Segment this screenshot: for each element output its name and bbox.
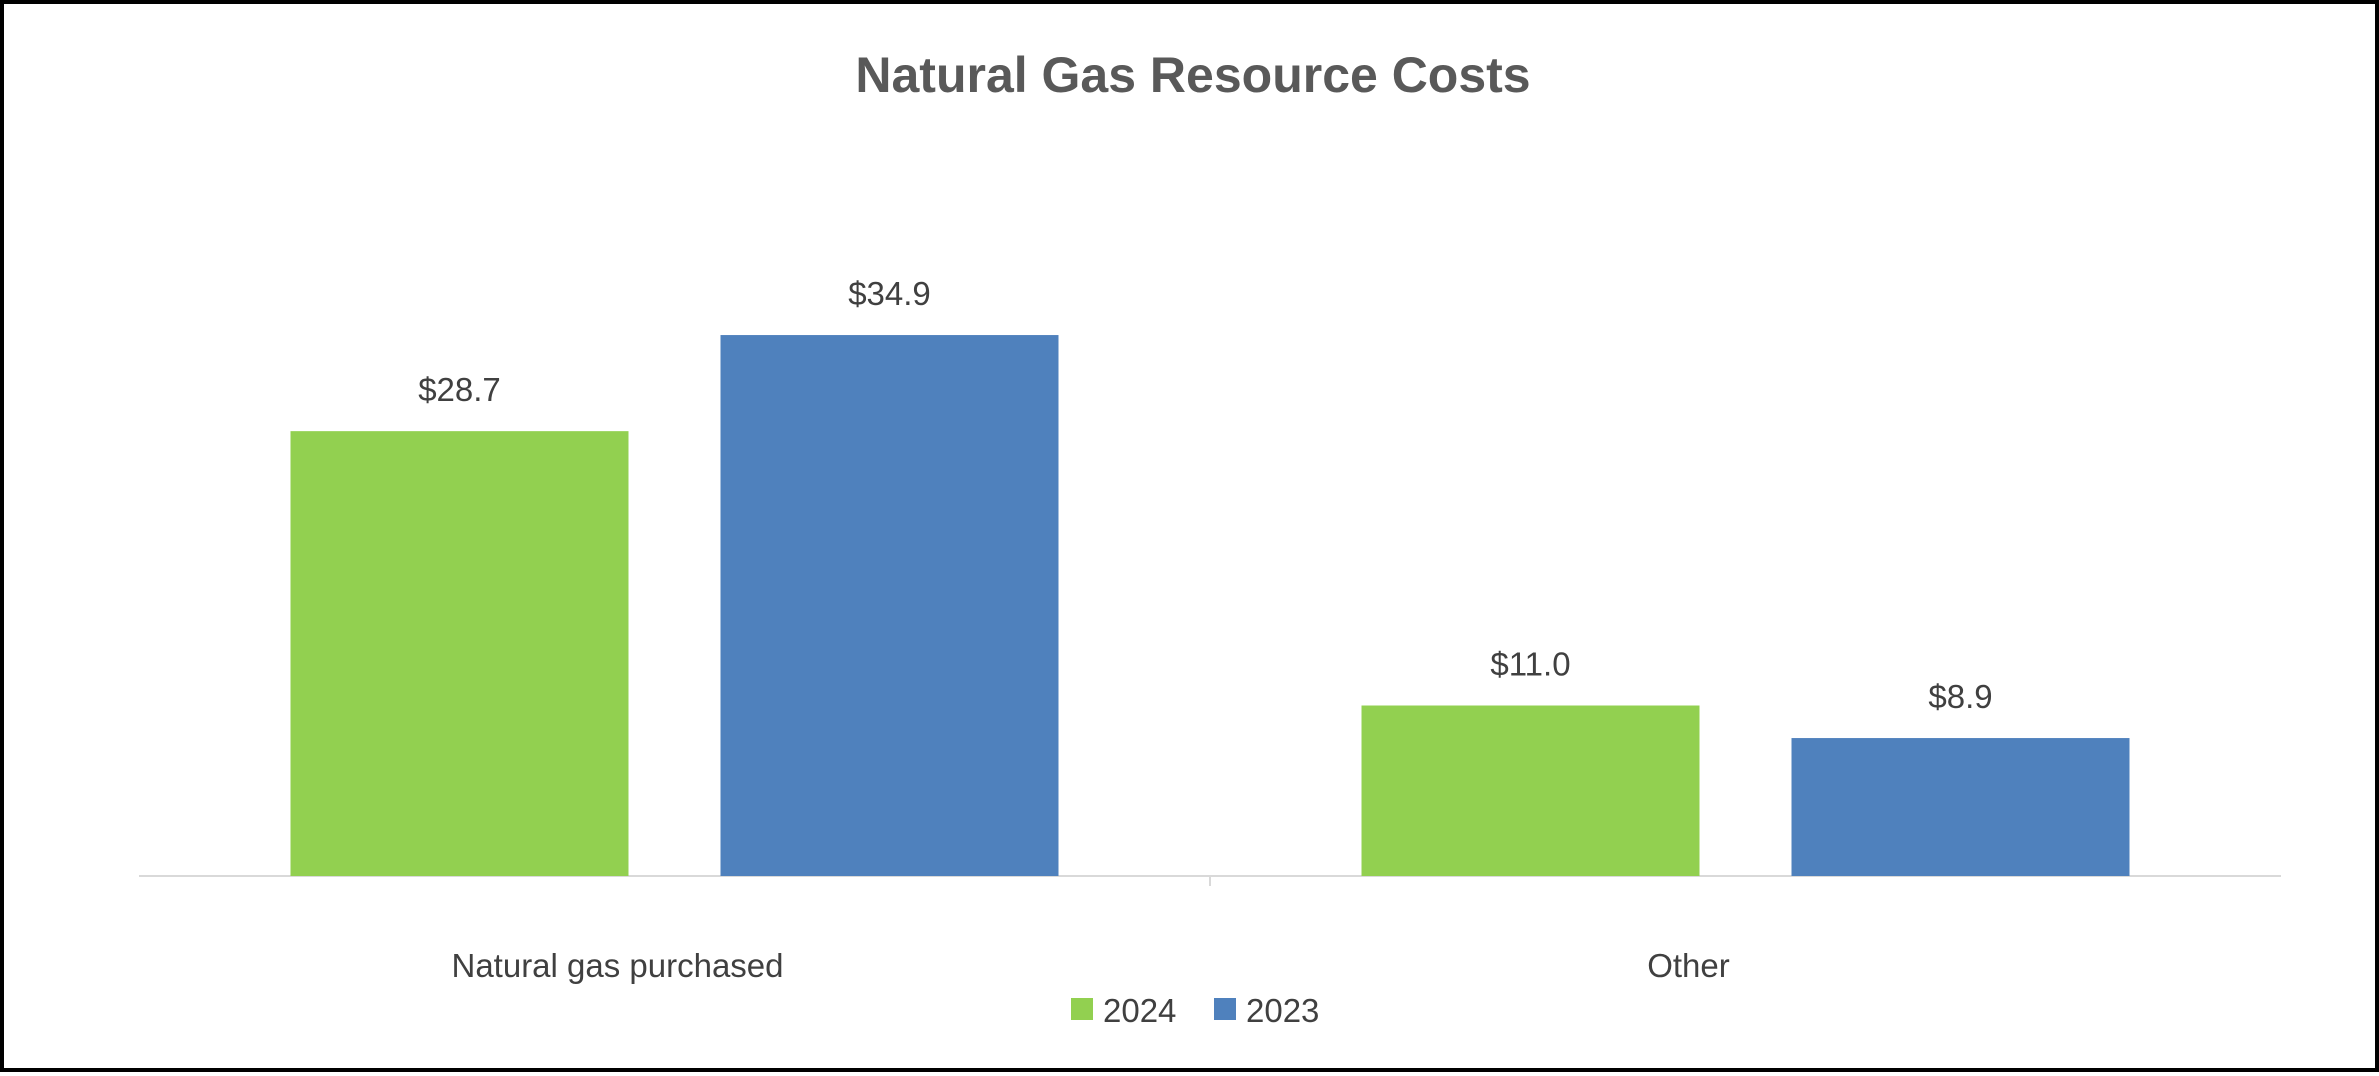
legend: 2024 2023: [1071, 992, 1319, 1029]
category-label-1: Other: [1647, 947, 1730, 984]
bar-2024-0: [290, 431, 629, 876]
bar-2024-1: [1361, 705, 1700, 876]
bar-2023-1: [1791, 738, 2130, 876]
data-label-2023-0: $34.9: [848, 275, 931, 312]
bar-2023-0: [720, 335, 1059, 876]
legend-label-2023: 2023: [1246, 992, 1319, 1029]
data-labels-group: $28.7 $34.9 $11.0 $8.9: [418, 275, 1992, 715]
legend-swatch-2024: [1071, 998, 1093, 1020]
data-label-2023-1: $8.9: [1928, 678, 1992, 715]
category-labels-group: Natural gas purchased Other: [451, 947, 1729, 984]
category-label-0: Natural gas purchased: [451, 947, 783, 984]
chart-title: Natural Gas Resource Costs: [855, 47, 1530, 103]
data-label-2024-1: $11.0: [1490, 646, 1570, 683]
data-label-2024-0: $28.7: [418, 371, 501, 408]
legend-swatch-2023: [1214, 998, 1236, 1020]
bars-group: [290, 335, 2130, 876]
legend-label-2024: 2024: [1103, 992, 1176, 1029]
bar-chart: Natural Gas Resource Costs $28.7 $34.9 $11…: [139, 47, 2281, 1029]
